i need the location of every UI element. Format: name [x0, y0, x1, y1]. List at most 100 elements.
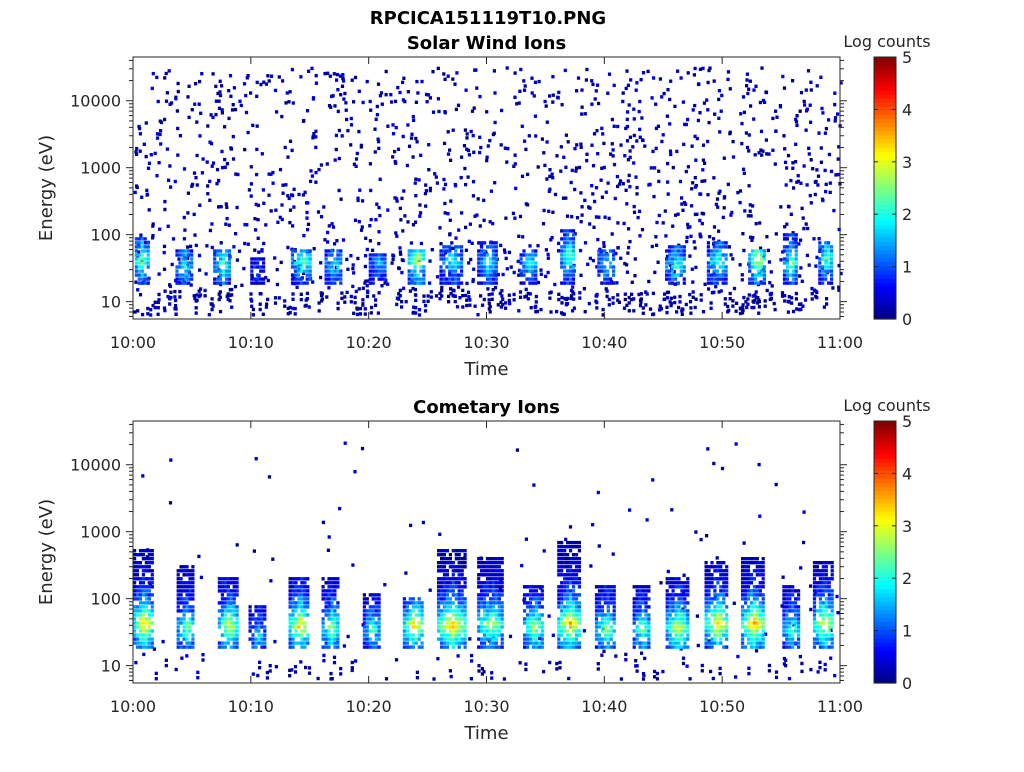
heatmap-cell	[480, 565, 483, 568]
heatmap-cell	[208, 313, 211, 316]
heatmap-cell	[498, 605, 501, 608]
heatmap-cell	[255, 148, 258, 151]
heatmap-cell	[393, 150, 396, 153]
heatmap-cell	[148, 637, 151, 640]
heatmap-cell	[665, 306, 668, 309]
heatmap-cell	[486, 273, 489, 276]
heatmap-cell	[294, 277, 297, 280]
heatmap-cell	[449, 629, 452, 632]
heatmap-cell	[185, 593, 188, 596]
heatmap-cell	[291, 261, 294, 264]
heatmap-cell	[595, 609, 598, 612]
heatmap-cell	[329, 106, 332, 109]
heatmap-cell	[572, 545, 575, 548]
heatmap-cell	[569, 645, 572, 648]
heatmap-cell	[789, 241, 792, 244]
heatmap-cell	[783, 299, 786, 302]
heatmap-cell	[230, 288, 233, 291]
heatmap-cell	[451, 77, 454, 80]
heatmap-cell	[824, 269, 827, 272]
heatmap-cell	[145, 577, 148, 580]
heatmap-cell	[181, 253, 184, 256]
heatmap-cell	[140, 196, 143, 199]
heatmap-cell	[477, 261, 480, 264]
heatmap-cell	[534, 277, 537, 280]
heatmap-cell	[458, 577, 461, 580]
heatmap-cell	[413, 273, 416, 276]
heatmap-cell	[713, 269, 716, 272]
heatmap-cell	[722, 629, 725, 632]
heatmap-cell	[574, 169, 577, 172]
heatmap-cell	[448, 233, 451, 236]
heatmap-cell	[141, 241, 144, 244]
heatmap-cell	[156, 136, 159, 139]
heatmap-cell	[782, 576, 785, 579]
heatmap-cell	[683, 585, 686, 588]
heatmap-cell	[297, 613, 300, 616]
heatmap-cell	[391, 123, 394, 126]
heatmap-cell	[185, 637, 188, 640]
heatmap-cell	[325, 601, 328, 604]
heatmap-cell	[227, 117, 230, 120]
heatmap-cell	[638, 128, 641, 131]
heatmap-cell	[446, 637, 449, 640]
heatmap-cell	[136, 309, 139, 312]
heatmap-cell	[531, 273, 534, 276]
heatmap-cell	[493, 91, 496, 94]
heatmap-cell	[457, 277, 460, 280]
heatmap-cell	[644, 621, 647, 624]
heatmap-cell	[643, 144, 646, 147]
heatmap-cell	[138, 237, 141, 240]
heatmap-cell	[786, 261, 789, 264]
heatmap-cell	[783, 233, 786, 236]
heatmap-cell	[569, 541, 572, 544]
heatmap-cell	[429, 96, 432, 99]
heatmap-cell	[763, 265, 766, 268]
heatmap-cell	[452, 561, 455, 564]
heatmap-cell	[560, 633, 563, 636]
heatmap-cell	[725, 589, 728, 592]
heatmap-cell	[460, 253, 463, 256]
heatmap-cell	[716, 241, 719, 244]
heatmap-cell	[719, 245, 722, 248]
heatmap-cell	[492, 257, 495, 260]
heatmap-cell	[190, 277, 193, 280]
heatmap-cell	[183, 609, 186, 612]
heatmap-cell	[151, 561, 154, 564]
heatmap-cell	[136, 637, 139, 640]
heatmap-cell	[354, 219, 357, 222]
colorbar-segment	[874, 155, 896, 160]
heatmap-cell	[795, 120, 798, 123]
heatmap-cell	[180, 593, 183, 596]
heatmap-cell	[363, 609, 366, 612]
heatmap-cell	[191, 577, 194, 580]
heatmap-cell	[303, 613, 306, 616]
heatmap-cell	[719, 569, 722, 572]
heatmap-cell	[666, 625, 669, 628]
heatmap-cell	[768, 281, 771, 284]
heatmap-cell	[257, 251, 260, 254]
heatmap-cell	[410, 133, 413, 136]
heatmap-cell	[325, 609, 328, 612]
heatmap-cell	[427, 300, 430, 303]
heatmap-cell	[680, 613, 683, 616]
heatmap-cell	[178, 277, 181, 280]
heatmap-cell	[250, 273, 253, 276]
heatmap-cell	[628, 103, 631, 106]
heatmap-cell	[302, 119, 305, 122]
heatmap-cell	[747, 667, 750, 670]
heatmap-cell	[584, 310, 587, 313]
heatmap-cell	[458, 645, 461, 648]
heatmap-cell	[224, 166, 227, 169]
heatmap-cell	[272, 182, 275, 185]
heatmap-cell	[468, 304, 471, 307]
heatmap-cell	[449, 565, 452, 568]
heatmap-cell	[442, 72, 445, 75]
heatmap-cell	[234, 232, 237, 235]
panel-title: Cometary Ions	[413, 397, 560, 418]
heatmap-cell	[566, 581, 569, 584]
heatmap-cell	[495, 253, 498, 256]
heatmap-cell	[757, 312, 760, 315]
heatmap-cell	[700, 538, 703, 541]
heatmap-cell	[748, 261, 751, 264]
